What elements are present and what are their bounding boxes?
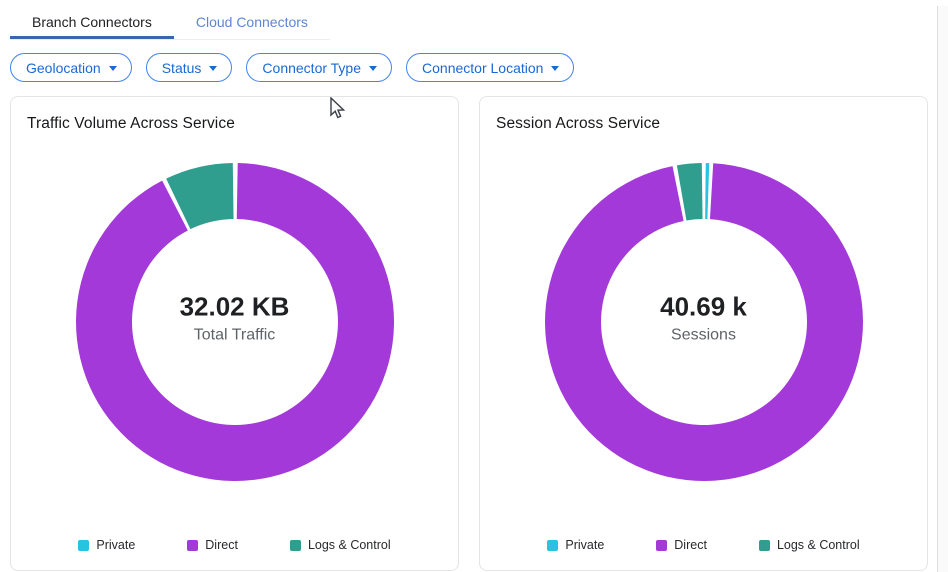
- dashboard-page: Branch Connectors Cloud Connectors Geolo…: [0, 6, 948, 572]
- chevron-down-icon: [108, 65, 117, 71]
- filter-connector-location[interactable]: Connector Location: [406, 53, 575, 82]
- chart-title: Session Across Service: [496, 115, 661, 132]
- filter-status[interactable]: Status: [145, 53, 233, 82]
- donut-chart-sessions: 40.69 k Sessions: [544, 162, 864, 482]
- legend-item-direct[interactable]: Direct: [187, 538, 238, 552]
- filter-geolocation-label: Geolocation: [26, 59, 101, 76]
- legend-label: Logs & Control: [307, 538, 391, 552]
- legend-label: Direct: [205, 538, 238, 552]
- donut-svg: [75, 163, 394, 481]
- legend-item-private[interactable]: Private: [78, 538, 135, 552]
- chart-title: Traffic Volume Across Service: [27, 115, 235, 132]
- donut-segment-logs-control[interactable]: [165, 163, 234, 230]
- donut-segment-direct[interactable]: [75, 163, 394, 481]
- legend-label: Private: [96, 538, 136, 552]
- legend-item-logs-control[interactable]: Logs & Control: [758, 538, 860, 552]
- connector-tabs: Branch Connectors Cloud Connectors: [10, 6, 330, 40]
- donut-chart-traffic: 32.02 KB Total Traffic: [75, 162, 395, 482]
- charts-row: Traffic Volume Across Service 32.02 KB T…: [10, 96, 928, 571]
- filter-bar: Geolocation Status Connector Type Connec…: [10, 53, 948, 82]
- filter-connector-location-label: Connector Location: [422, 59, 544, 76]
- tab-cloud-connectors[interactable]: Cloud Connectors: [195, 14, 308, 30]
- filter-connector-type[interactable]: Connector Type: [246, 53, 393, 82]
- legend-item-logs-control[interactable]: Logs & Control: [289, 538, 391, 552]
- donut-segment-logs-control[interactable]: [676, 163, 703, 221]
- chart-legend: Private Direct Logs & Control: [11, 538, 458, 552]
- legend-swatch: [758, 539, 770, 551]
- legend-label: Logs & Control: [776, 538, 860, 552]
- legend-label: Direct: [674, 538, 707, 552]
- legend-label: Private: [565, 538, 605, 552]
- chevron-down-icon: [209, 65, 218, 71]
- legend-item-direct[interactable]: Direct: [656, 538, 707, 552]
- vertical-scrollbar[interactable]: [937, 6, 948, 572]
- tab-branch-connectors[interactable]: Branch Connectors: [10, 6, 174, 39]
- chevron-down-icon: [551, 65, 560, 71]
- session-card: Session Across Service 40.69 k Sessions …: [479, 96, 928, 571]
- legend-swatch: [289, 539, 301, 551]
- donut-segment-private[interactable]: [704, 163, 709, 220]
- filter-status-label: Status: [161, 59, 202, 76]
- chevron-down-icon: [369, 65, 378, 71]
- chart-legend: Private Direct Logs & Control: [480, 538, 927, 552]
- donut-segment-direct[interactable]: [544, 163, 863, 482]
- donut-svg: [544, 163, 863, 482]
- filter-connector-type-label: Connector Type: [262, 59, 362, 76]
- traffic-volume-card: Traffic Volume Across Service 32.02 KB T…: [10, 96, 459, 571]
- legend-item-private[interactable]: Private: [547, 538, 604, 552]
- filter-geolocation[interactable]: Geolocation: [10, 53, 132, 82]
- legend-swatch: [547, 539, 559, 551]
- legend-swatch: [656, 539, 668, 551]
- legend-swatch: [78, 539, 90, 551]
- legend-swatch: [187, 539, 199, 551]
